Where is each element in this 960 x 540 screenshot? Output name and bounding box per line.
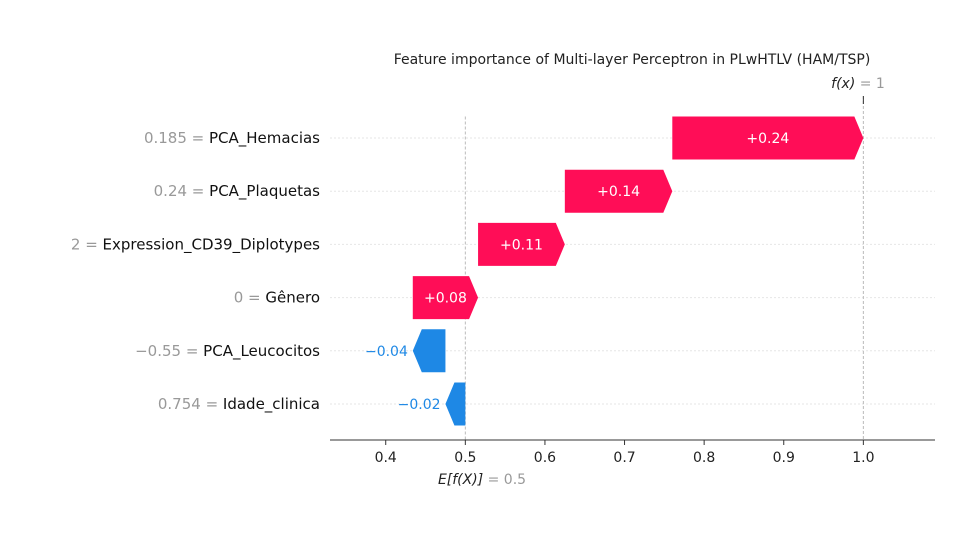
bars-layer: +0.24 +0.14 +0.11 +0.08 −0.04 −0.02: [365, 116, 864, 426]
bar-idade_clinica: [445, 382, 466, 426]
x-tick-label: 0.4: [375, 450, 397, 466]
feature-label: 2 = Expression_CD39_Diplotypes: [71, 235, 320, 254]
x-tick-label: 0.8: [693, 450, 715, 466]
x-axis: 0.4 0.5 0.6 0.7 0.8 0.9 1.0: [330, 439, 935, 466]
bar-gênero: [412, 276, 479, 320]
feature-value: 0.24 =: [154, 182, 210, 200]
feature-name: PCA_Plaquetas: [209, 182, 320, 201]
feature-label: 0 = Gênero: [234, 289, 320, 307]
chart-title: Feature importance of Multi-layer Percep…: [394, 52, 871, 68]
fx-label: f(x) = 1: [831, 76, 885, 92]
feature-name: Idade_clinica: [223, 395, 320, 414]
bar-value-label: +0.08: [424, 291, 467, 307]
bar-value-label: +0.24: [746, 131, 789, 147]
y-labels-layer: 0.185 = PCA_Hemacias 0.24 = PCA_Plaquetas…: [71, 129, 320, 414]
feature-value: 0 =: [234, 289, 266, 307]
feature-value: −0.55 =: [135, 342, 203, 360]
feature-value: 0.185 =: [144, 129, 209, 147]
feature-name: Expression_CD39_Diplotypes: [103, 235, 321, 254]
fx-eq: =: [855, 76, 876, 92]
bar-value-label: +0.11: [500, 237, 543, 253]
feature-name: PCA_Leucocitos: [203, 342, 320, 361]
x-tick-label: 0.9: [773, 450, 795, 466]
feature-label: 0.754 = Idade_clinica: [158, 395, 320, 414]
feature-label: 0.185 = PCA_Hemacias: [144, 129, 320, 148]
x-tick-label: 0.7: [613, 450, 635, 466]
bar-pca_hemacias: [672, 116, 864, 160]
feature-value: 2 =: [71, 235, 103, 253]
x-tick-label: 1.0: [852, 450, 874, 466]
bar-pca_leucocitos: [412, 329, 446, 373]
bar-value-label: −0.02: [398, 397, 441, 413]
bar-pca_plaquetas: [564, 169, 673, 213]
ex-eq: =: [483, 472, 504, 488]
bar-value-label: −0.04: [365, 344, 408, 360]
bar-expression_cd39_diplotypes: [478, 222, 565, 266]
feature-label: 0.24 = PCA_Plaquetas: [154, 182, 321, 201]
fx-name: f(x): [831, 76, 855, 92]
feature-label: −0.55 = PCA_Leucocitos: [135, 342, 320, 361]
x-tick-label: 0.5: [454, 450, 476, 466]
feature-name: Gênero: [265, 289, 320, 307]
feature-name: PCA_Hemacias: [209, 129, 320, 148]
ex-label: E[f(X)] = 0.5: [438, 472, 526, 488]
fx-value: 1: [876, 76, 885, 92]
ex-value: 0.5: [504, 472, 526, 488]
feature-value: 0.754 =: [158, 395, 223, 413]
x-tick-label: 0.6: [534, 450, 556, 466]
bar-value-label: +0.14: [597, 184, 640, 200]
ex-name: E[f(X)]: [438, 472, 483, 488]
